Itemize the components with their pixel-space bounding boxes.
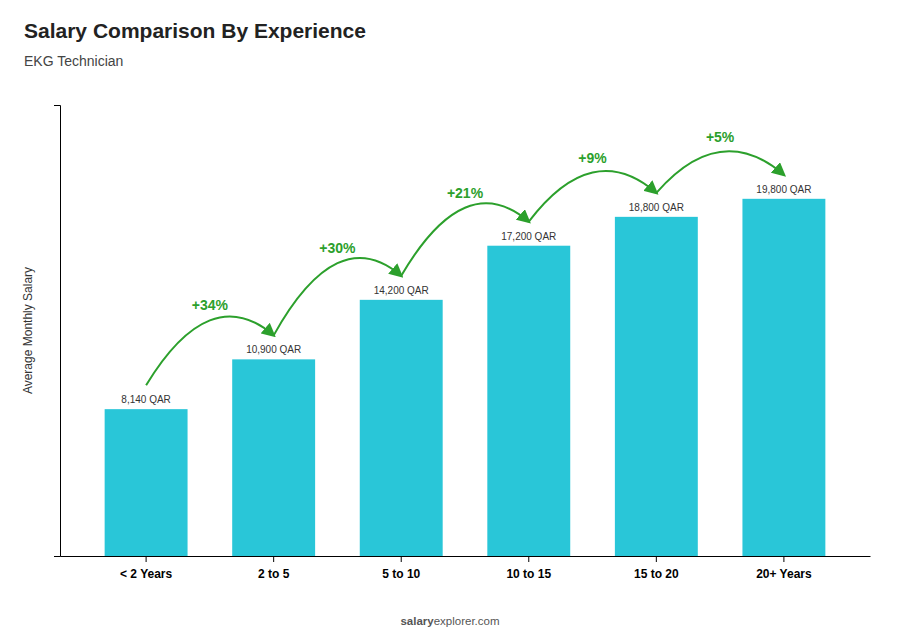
- arc-arrow: [146, 316, 274, 385]
- pct-label: +9%: [578, 150, 607, 166]
- source-part: salary: [400, 615, 434, 627]
- arc-arrow: [274, 258, 402, 335]
- pct-label: +5%: [706, 129, 735, 145]
- subtitle: EKG Technician: [24, 53, 123, 69]
- x-tick-mark: [656, 556, 657, 562]
- x-tick-mark: [273, 556, 274, 562]
- x-tick: 15 to 20: [634, 556, 679, 581]
- data-label: 19,800 QAR: [756, 184, 811, 195]
- bar: [360, 300, 443, 556]
- y-axis: [54, 106, 61, 557]
- chart-container: < 2 Years 2 to 5 5 to 10 10 to 15 15 to 20 20…: [0, 0, 900, 641]
- x-tick-label: 15 to 20: [634, 567, 679, 581]
- bar: [487, 246, 570, 556]
- bar: [742, 199, 825, 556]
- x-tick-label: 10 to 15: [506, 567, 551, 581]
- plot-area: [105, 199, 826, 556]
- y-axis-label: Average Monthly Salary: [21, 267, 35, 394]
- data-label: 17,200 QAR: [501, 231, 556, 242]
- data-label: 8,140 QAR: [121, 394, 170, 405]
- pct-label: +21%: [447, 185, 484, 201]
- x-tick: 2 to 5: [258, 556, 290, 581]
- chart-svg: < 2 Years 2 to 5 5 to 10 10 to 15 15 to 20 20…: [0, 0, 900, 641]
- arc-arrow: [529, 171, 657, 222]
- x-tick: 20+ Years: [756, 556, 812, 581]
- x-tick: 10 to 15: [506, 556, 551, 581]
- pct-label: +30%: [319, 240, 356, 256]
- bar: [232, 359, 315, 556]
- source-part: explorer.com: [434, 615, 500, 627]
- data-label: 14,200 QAR: [374, 285, 429, 296]
- x-tick: 5 to 10: [382, 556, 420, 581]
- x-tick: < 2 Years: [120, 556, 172, 581]
- x-tick-label: 20+ Years: [756, 567, 812, 581]
- x-tick-mark: [528, 556, 529, 562]
- x-tick-mark: [146, 556, 147, 562]
- x-axis: < 2 Years 2 to 5 5 to 10 10 to 15 15 to 20 20…: [61, 556, 871, 581]
- annotations: +34% +30% +21% +9% +5%: [146, 129, 784, 385]
- x-tick-label: 2 to 5: [258, 567, 290, 581]
- data-label: 10,900 QAR: [246, 344, 301, 355]
- title: Salary Comparison By Experience: [24, 19, 366, 42]
- x-axis-line: [61, 556, 871, 557]
- pct-label: +34%: [192, 297, 229, 313]
- arc-arrow: [401, 203, 529, 276]
- data-labels: 8,140 QAR 10,900 QAR 14,200 QAR 17,200 QAR 1…: [121, 184, 811, 405]
- data-label: 18,800 QAR: [629, 202, 684, 213]
- x-tick-label: < 2 Years: [120, 567, 172, 581]
- bar: [105, 409, 188, 556]
- y-axis-line: [54, 106, 61, 557]
- x-tick-mark: [401, 556, 402, 562]
- source: salaryexplorer.com: [400, 615, 499, 627]
- arc-arrow: [656, 151, 784, 193]
- bar: [615, 217, 698, 556]
- x-tick-label: 5 to 10: [382, 567, 420, 581]
- x-tick-mark: [783, 556, 784, 562]
